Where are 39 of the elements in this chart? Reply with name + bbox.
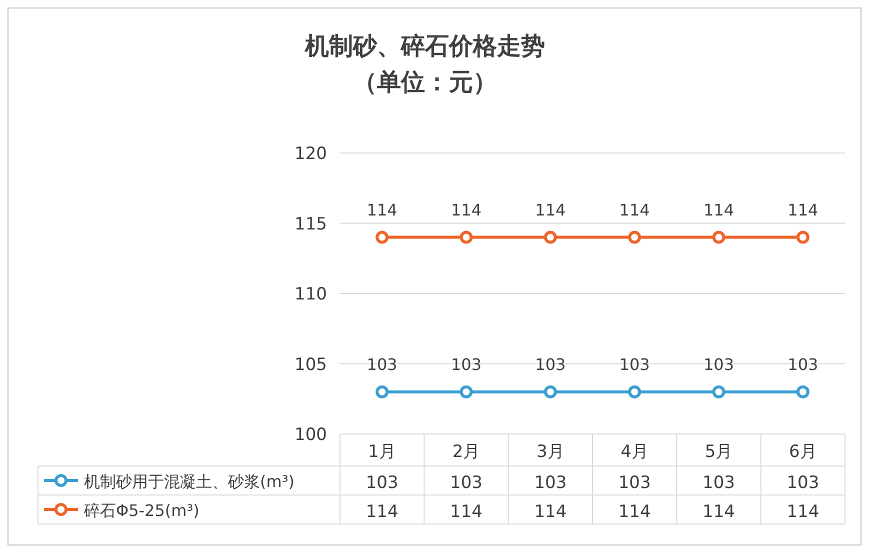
x-tick-label: 2月 — [452, 442, 480, 462]
y-tick-label: 100 — [294, 425, 327, 445]
x-tick-label: 1月 — [368, 442, 396, 462]
data-label: 103 — [786, 473, 820, 493]
annotation: 114 — [450, 200, 482, 220]
annotation: 114 — [703, 200, 734, 220]
y-tick-label: 110 — [294, 284, 327, 304]
x-tick-label: 4月 — [620, 442, 648, 462]
legend-label: 机制砂用于混凝土、砂浆(m³) — [84, 472, 294, 491]
annotation: 103 — [366, 354, 398, 374]
x-tick-label: 5月 — [704, 442, 733, 462]
data-label: 103 — [450, 473, 482, 493]
data-label: 103 — [366, 473, 398, 493]
subtitle: （单位：元） — [353, 68, 497, 96]
annotation: 103 — [788, 354, 818, 374]
data-label: 114 — [702, 502, 735, 522]
data-label: 114 — [366, 502, 398, 522]
annotation: 114 — [788, 200, 818, 220]
y-tick-label: 120 — [294, 144, 327, 164]
annotation: 103 — [619, 354, 650, 374]
y-tick-label: 115 — [294, 214, 327, 234]
annotation: 103 — [450, 354, 482, 374]
y-tick-label: 105 — [294, 354, 327, 375]
data-label: 114 — [450, 502, 482, 522]
data-label: 114 — [786, 502, 820, 522]
title: 机制砂、碎石价格走势 — [305, 32, 545, 60]
annotation: 114 — [366, 200, 398, 220]
x-tick-label: 6月 — [789, 442, 817, 462]
data-label: 103 — [702, 473, 735, 493]
data-label: 114 — [618, 502, 651, 522]
annotation: 114 — [535, 200, 566, 220]
data-label: 103 — [534, 473, 567, 493]
data-label: 103 — [618, 473, 651, 493]
legend-label: 碎石Φ5-25(m³) — [83, 501, 200, 520]
annotation: 103 — [703, 354, 734, 374]
annotation: 103 — [535, 354, 566, 374]
x-tick-label: 3月 — [536, 442, 564, 462]
data-label: 114 — [534, 502, 567, 522]
annotation: 114 — [619, 200, 650, 220]
